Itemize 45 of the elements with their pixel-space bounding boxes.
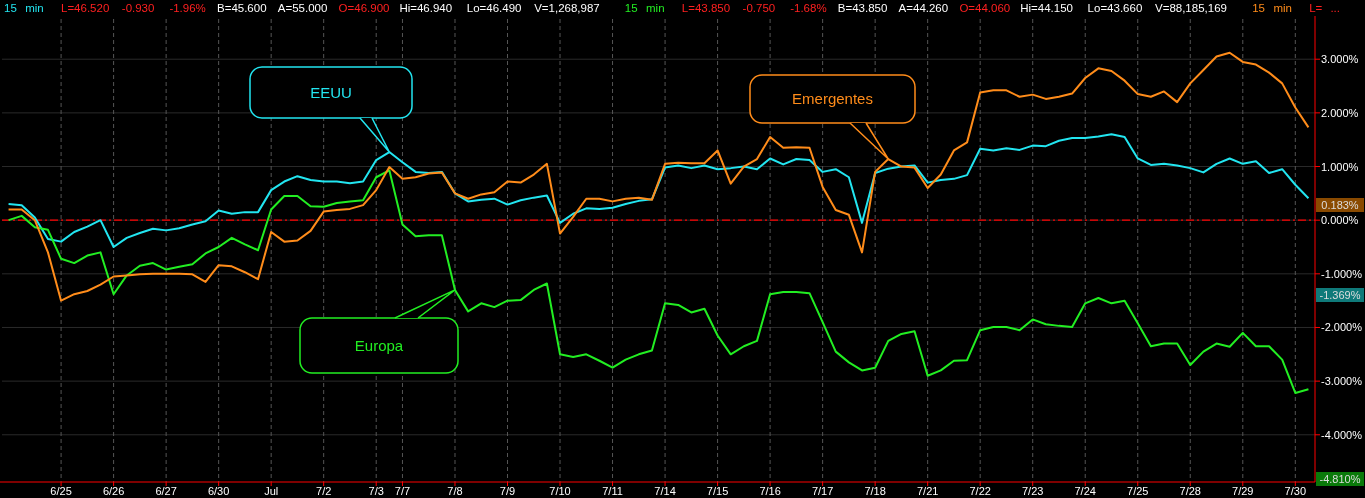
x-tick-label: 7/15 [706,485,729,497]
x-tick-label: 7/10 [549,485,571,497]
x-tick-label: 7/9 [499,485,516,497]
line-series [7,51,1310,302]
x-tick-label: 7/16 [759,485,781,497]
x-tick-label: 7/2 [316,485,332,497]
x-tick-label: 6/25 [50,485,72,497]
x-tick-label: 7/24 [1074,485,1096,497]
x-tick-label: 7/25 [1127,485,1149,497]
text: EEUU [310,83,352,101]
text: Emergentes [792,90,873,107]
x-tick-label: 7/7 [394,485,411,497]
line-series [7,133,1310,248]
x-tick-label: 6/27 [155,485,177,497]
x-tick-label: 6/30 [207,485,230,497]
y-tick-label: -2.000% [1321,321,1363,334]
x-tick-label: 7/23 [1021,485,1044,497]
x-tick-label: 7/11 [602,485,623,497]
x-tick-label: 7/14 [654,485,676,497]
x-tick-label: 7/18 [864,485,886,497]
y-tick-label: 3.000% [1321,53,1359,66]
x-tick-label: 6/26 [102,485,125,497]
x-tick-label: 7/8 [447,485,463,497]
y-tick-label: -1.000% [1321,267,1363,280]
x-tick-label: Jul [264,485,279,497]
x-tick-label: 7/21 [916,485,939,497]
text: 15 min L=43.850 -0.750 -1.68% B=43.850 A=44.260 O=44.060 Hi=44.150 Lo=43.660 V=88,185,169 [624,2,1227,14]
text: 15 min L=46.520 -0.930 -1.96% B=45.600 A=55.000 O=46.900 Hi=46.940 Lo=46.490 V=1,268,987 [4,2,600,14]
text: -4.810% [1319,473,1361,485]
y-tick-label: -4.000% [1321,428,1363,441]
x-tick-label: 7/29 [1232,485,1254,497]
x-tick-label: 7/28 [1179,485,1201,497]
x-tick-label: 7/17 [811,485,834,497]
text: Europa [354,336,404,354]
x-tick-label: 7/30 [1284,485,1307,497]
y-tick-label: 2.000% [1321,106,1359,119]
line-series [7,169,1310,394]
y-tick-label: -3.000% [1321,375,1363,388]
text: 0.183% [1321,199,1359,211]
x-tick-label: 7/3 [368,485,384,497]
x-tick-label: 7/22 [969,485,991,497]
text: 15 min L= ... [1252,2,1340,14]
y-tick-label: 0.000% [1321,214,1359,227]
text: -1.369% [1319,289,1361,301]
y-tick-label: 1.000% [1321,160,1359,173]
